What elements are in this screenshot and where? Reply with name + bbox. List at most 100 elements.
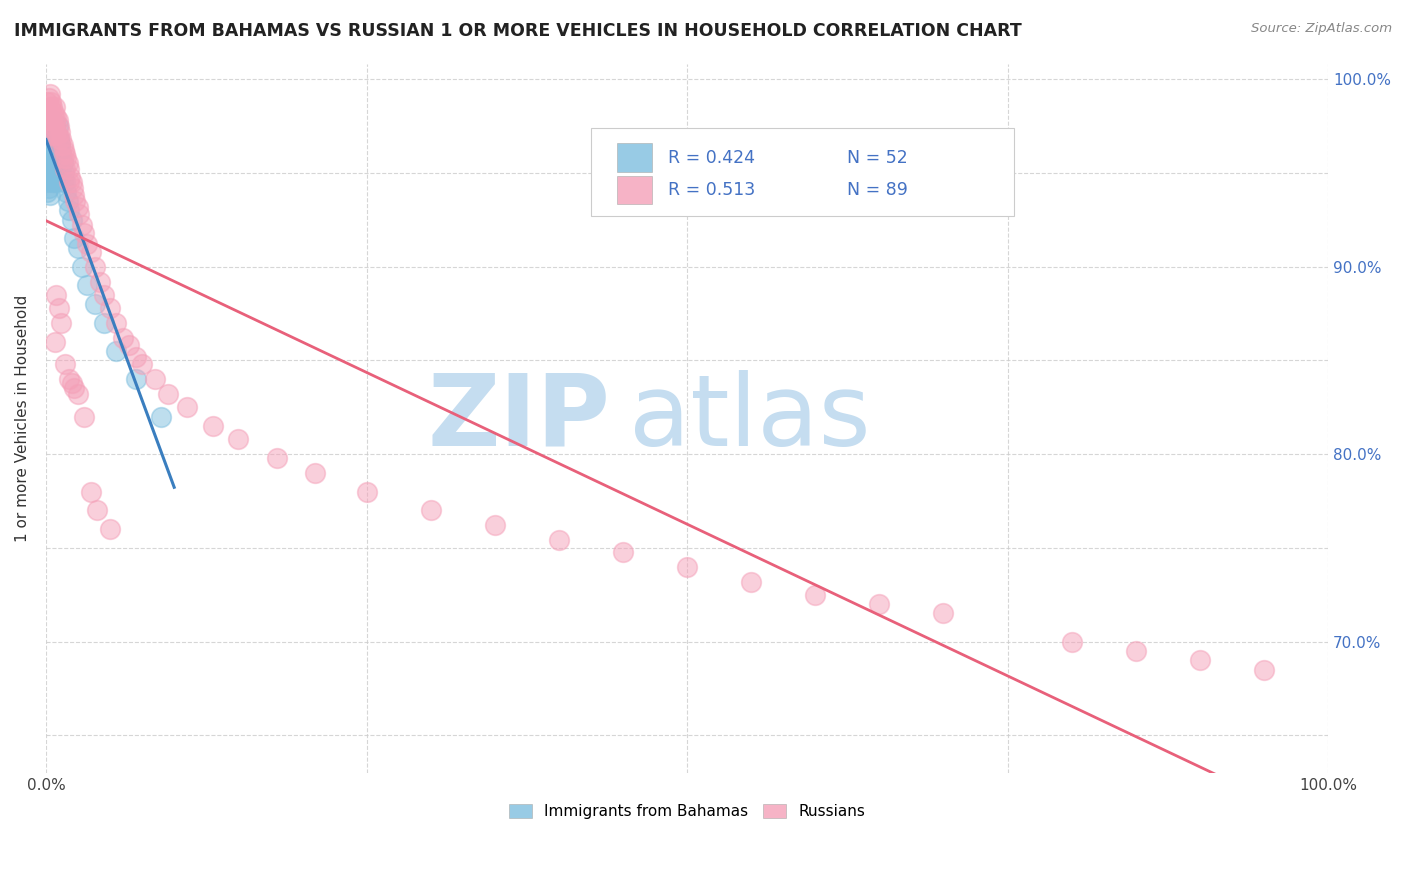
Text: ZIP: ZIP xyxy=(427,370,610,467)
Point xyxy=(41,137,63,152)
Point xyxy=(39,95,62,109)
Point xyxy=(41,100,63,114)
Point xyxy=(46,128,69,143)
Point xyxy=(49,137,72,152)
Point xyxy=(41,128,63,143)
Point xyxy=(46,137,69,152)
Text: R = 0.513: R = 0.513 xyxy=(668,181,755,199)
Point xyxy=(868,597,890,611)
Point xyxy=(51,316,73,330)
Y-axis label: 1 or more Vehicles in Household: 1 or more Vehicles in Household xyxy=(15,294,30,542)
Point xyxy=(98,301,121,315)
Point xyxy=(56,156,79,170)
Point xyxy=(38,113,60,128)
Bar xyxy=(617,144,652,172)
Point xyxy=(93,316,115,330)
Text: N = 89: N = 89 xyxy=(848,181,908,199)
Point xyxy=(38,105,60,120)
Point xyxy=(48,119,70,133)
Point xyxy=(46,119,69,133)
Point xyxy=(419,503,441,517)
Point xyxy=(44,119,66,133)
Point xyxy=(46,113,69,128)
Text: R = 0.424: R = 0.424 xyxy=(668,149,755,167)
Text: N = 52: N = 52 xyxy=(848,149,908,167)
Point xyxy=(125,350,148,364)
Point xyxy=(66,387,89,401)
Point xyxy=(39,128,62,143)
Point xyxy=(44,128,66,143)
Point xyxy=(63,188,86,202)
Point xyxy=(60,175,83,189)
Point xyxy=(56,194,79,208)
Point xyxy=(44,156,66,170)
Point xyxy=(66,200,89,214)
Point xyxy=(51,132,73,146)
Point xyxy=(48,132,70,146)
Point xyxy=(45,287,67,301)
Point xyxy=(111,331,134,345)
Point xyxy=(740,574,762,589)
Point xyxy=(44,137,66,152)
Point xyxy=(150,409,173,424)
Point xyxy=(45,110,67,124)
Point xyxy=(105,343,128,358)
Point xyxy=(105,316,128,330)
Point xyxy=(41,175,63,189)
Point xyxy=(60,212,83,227)
Point xyxy=(51,166,73,180)
Point xyxy=(63,381,86,395)
Point xyxy=(63,231,86,245)
Point xyxy=(37,175,59,189)
Text: atlas: atlas xyxy=(630,370,870,467)
Point xyxy=(266,450,288,465)
Point xyxy=(156,387,179,401)
Point xyxy=(45,166,67,180)
Legend: Immigrants from Bahamas, Russians: Immigrants from Bahamas, Russians xyxy=(503,797,872,825)
Point xyxy=(65,194,87,208)
Point xyxy=(118,338,141,352)
Point xyxy=(58,175,80,189)
Point xyxy=(42,119,65,133)
Point xyxy=(89,275,111,289)
Point xyxy=(76,237,98,252)
Point xyxy=(67,207,90,221)
Point xyxy=(37,95,59,109)
Point xyxy=(93,287,115,301)
Point xyxy=(53,175,76,189)
Point xyxy=(42,119,65,133)
Point xyxy=(143,372,166,386)
Point xyxy=(58,372,80,386)
Point xyxy=(83,297,105,311)
Point xyxy=(38,166,60,180)
Point xyxy=(53,162,76,177)
Point xyxy=(38,169,60,184)
Point xyxy=(49,156,72,170)
Point xyxy=(176,400,198,414)
Point xyxy=(48,301,70,315)
Point xyxy=(44,334,66,349)
Point xyxy=(932,607,955,621)
Point xyxy=(98,522,121,536)
Point xyxy=(55,151,77,165)
Point xyxy=(38,188,60,202)
Point xyxy=(60,376,83,390)
Point xyxy=(612,544,634,558)
Point xyxy=(53,147,76,161)
Bar xyxy=(617,176,652,204)
Point xyxy=(70,219,93,233)
Point xyxy=(201,418,224,433)
Point xyxy=(41,113,63,128)
Point xyxy=(70,260,93,274)
Point xyxy=(356,484,378,499)
Point xyxy=(38,151,60,165)
Point xyxy=(80,484,103,499)
Point xyxy=(48,132,70,146)
Point xyxy=(1188,653,1211,667)
Point xyxy=(59,169,82,184)
Point xyxy=(53,357,76,371)
Point xyxy=(38,87,60,101)
Point xyxy=(125,372,148,386)
Point xyxy=(52,151,75,165)
Point xyxy=(51,147,73,161)
